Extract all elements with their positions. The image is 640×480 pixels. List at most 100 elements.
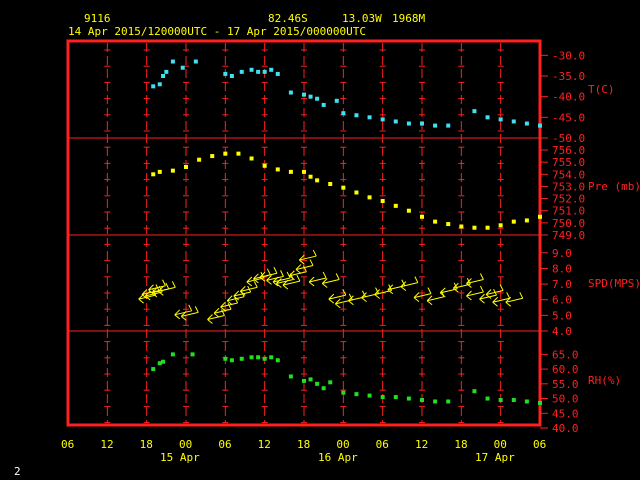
humidity-point: [302, 378, 306, 383]
pressure-point: [433, 219, 438, 224]
plot-frame: [66, 39, 542, 427]
humidity-point: [406, 396, 411, 401]
humidity-point: [190, 352, 195, 357]
temperature-point: [393, 119, 398, 124]
humidity-point: [511, 398, 516, 403]
x-tick-label: 06: [533, 438, 546, 451]
pressure-point: [210, 154, 215, 159]
temperature-point: [354, 113, 359, 118]
temperature-point: [302, 92, 306, 97]
wind-barb: [180, 306, 199, 321]
temperature-point: [229, 74, 234, 78]
y-tick-label: 50.0: [552, 393, 579, 406]
humidity-point: [367, 393, 372, 398]
humidity-point: [170, 352, 175, 357]
humidity-point: [538, 400, 542, 405]
x-tick-label: 00: [179, 438, 192, 451]
y-tick-label: -50.0: [552, 132, 585, 145]
y-tick-label: 751.0: [552, 205, 585, 218]
humidity-point: [315, 381, 320, 386]
pressure-point: [328, 182, 333, 186]
y-tick-label: 65.0: [552, 348, 579, 361]
humidity-series: [151, 352, 542, 405]
pressure-point: [302, 169, 306, 174]
wind-barb: [321, 273, 340, 288]
y-tick-label: 750.0: [552, 217, 585, 230]
wind-barb: [272, 271, 291, 287]
humidity-point: [161, 359, 166, 364]
temperature-point: [262, 69, 267, 74]
pressure-point: [341, 185, 346, 190]
humidity-point: [328, 380, 333, 385]
wind-barb: [141, 284, 160, 299]
pressure-point: [197, 157, 202, 162]
longitude: 13.03W: [342, 12, 382, 25]
time-period: 14 Apr 2015/120000UTC - 17 Apr 2015/0000…: [68, 25, 366, 38]
wind-barb: [239, 281, 258, 296]
pressure-point: [472, 225, 477, 230]
wind-barb: [207, 309, 225, 324]
y-tick-label: 4.0: [552, 325, 572, 338]
humidity-point: [420, 398, 424, 403]
wind-barb: [466, 273, 484, 288]
date-label-16-apr: 16 Apr: [318, 451, 358, 464]
temperature-point: [511, 119, 516, 124]
temperature-series: [151, 59, 542, 128]
temperature-point: [269, 67, 274, 72]
wind-barb: [298, 249, 317, 265]
y-tick-label: -45.0: [552, 111, 585, 124]
x-tick-label: 00: [336, 438, 349, 451]
temperature-point: [367, 115, 372, 120]
pressure-point: [367, 195, 372, 200]
y-tick-label: 756.0: [552, 144, 585, 157]
pressure-point: [236, 151, 241, 156]
temperature-point: [524, 121, 529, 126]
y-tick-label: -35.0: [552, 70, 585, 83]
temperature-point: [161, 74, 166, 78]
humidity-point: [446, 399, 451, 404]
pressure-point: [524, 218, 529, 223]
y-tick-label: 40.0: [552, 422, 579, 435]
pressure-point: [223, 151, 228, 156]
temperature-point: [288, 90, 293, 95]
wind-barb: [308, 271, 327, 287]
temperature-point: [485, 115, 490, 120]
wind-barb: [226, 290, 245, 306]
wind-barb: [282, 274, 301, 290]
temperature-point: [180, 65, 185, 70]
humidity-axis-title: RH(%): [588, 374, 621, 387]
pressure-point: [446, 222, 451, 227]
wind-barb: [220, 296, 239, 312]
y-tick-label: 753.0: [552, 180, 585, 193]
y-tick-label: 754.0: [552, 168, 585, 181]
humidity-point: [223, 356, 228, 361]
wind-barb: [426, 290, 445, 306]
x-tick-label: 18: [297, 438, 310, 451]
humidity-point: [433, 399, 438, 404]
humidity-point: [262, 356, 267, 361]
wind-barb: [485, 284, 504, 299]
y-tick-label: 6.0: [552, 294, 572, 307]
temperature-point: [472, 109, 477, 114]
x-tick-label: 18: [140, 438, 153, 451]
temperature-point: [538, 123, 542, 128]
wind-barb: [174, 304, 193, 320]
humidity-point: [269, 355, 274, 360]
temperature-point: [249, 67, 254, 72]
y-tick-label: 60.0: [552, 363, 579, 376]
temperature-point: [308, 94, 313, 99]
temperature-point: [420, 121, 424, 126]
y-tick-label: 8.0: [552, 262, 572, 275]
humidity-point: [354, 392, 359, 397]
temperature-point: [170, 59, 175, 64]
wind-barb: [275, 273, 294, 288]
temperature-point: [334, 98, 339, 103]
pressure-point: [420, 214, 424, 219]
x-tick-label: 00: [494, 438, 507, 451]
humidity-point: [308, 377, 313, 382]
humidity-point: [393, 395, 398, 400]
y-tick-label: 755.0: [552, 156, 585, 169]
y-tick-label: -30.0: [552, 49, 585, 62]
date-label-17-apr: 17 Apr: [475, 451, 515, 464]
wind-barb: [348, 290, 366, 306]
